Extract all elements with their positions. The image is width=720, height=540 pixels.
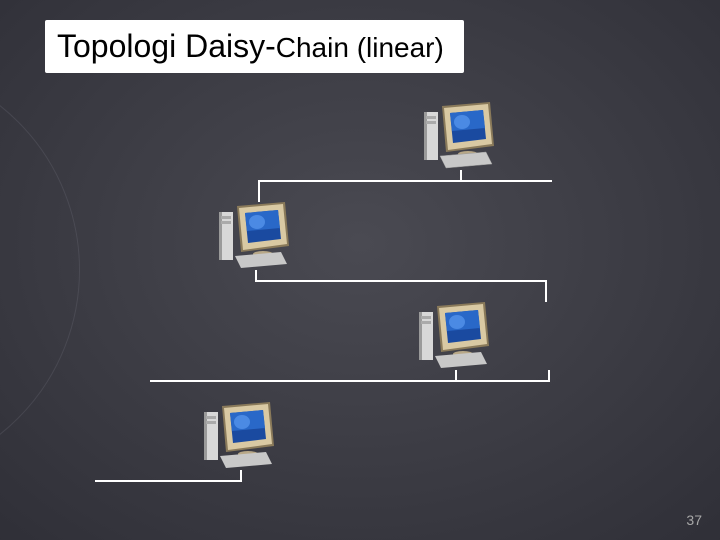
computer-node-4 — [200, 400, 280, 470]
edge-seg — [95, 480, 242, 482]
computer-node-2 — [215, 200, 295, 270]
computer-node-3 — [415, 300, 495, 370]
page-number: 37 — [686, 512, 702, 528]
edge-seg — [548, 370, 550, 382]
edge-seg — [258, 180, 260, 202]
edge-seg — [255, 280, 547, 282]
edge-seg — [258, 180, 552, 182]
computer-icon — [215, 200, 295, 270]
computer-node-1 — [420, 100, 500, 170]
diagram-stage — [0, 0, 720, 540]
edge-seg — [545, 280, 547, 302]
computer-icon — [420, 100, 500, 170]
edge-seg — [150, 380, 550, 382]
computer-icon — [200, 400, 280, 470]
computer-icon — [415, 300, 495, 370]
